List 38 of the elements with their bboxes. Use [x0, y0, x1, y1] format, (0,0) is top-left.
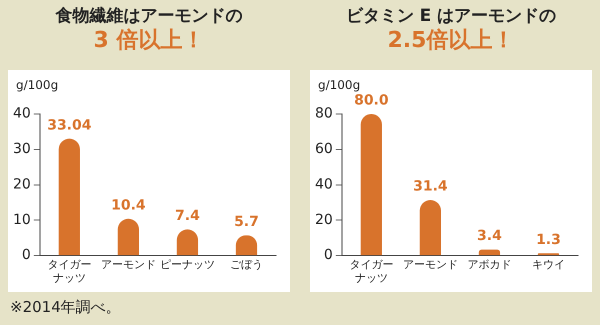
x-tick-label: タイガーナッツ	[349, 258, 394, 284]
y-axis-title: g/100g	[16, 78, 58, 92]
data-label: 7.4	[175, 208, 200, 224]
x-tick-label: アボカド	[467, 258, 512, 272]
bar	[58, 138, 80, 256]
x-tick-label: アーモンド	[402, 258, 458, 272]
x-tick-label: ごぼう	[230, 258, 263, 272]
x-tick-label: キウイ	[532, 258, 565, 272]
data-label: 10.4	[111, 197, 146, 214]
data-label: 33.04	[47, 117, 92, 134]
y-tick-label: 0	[324, 247, 333, 264]
data-label: 31.4	[413, 178, 448, 195]
y-tick-label: 30	[12, 141, 31, 158]
y-tick-label: 80	[314, 106, 333, 122]
chart-title: ビタミン E はアーモンドの	[344, 5, 558, 27]
chart-subtitle: 2.5倍以上！	[386, 27, 516, 55]
y-tick-label: 60	[314, 141, 333, 158]
y-tick-label: 20	[314, 212, 333, 228]
y-tick-label: 40	[314, 176, 333, 192]
y-tick-label: 0	[22, 247, 31, 264]
y-tick-label: 10	[12, 212, 31, 228]
x-tick-label: タイガーナッツ	[47, 258, 92, 284]
x-tick-label: ピーナッツ	[160, 258, 215, 272]
bar	[478, 250, 500, 256]
y-axis-title: g/100g	[318, 78, 360, 92]
data-label: 3.4	[477, 228, 502, 244]
chart-subtitle: 3 倍以上！	[92, 27, 206, 55]
text: ※2014年調べ。	[10, 298, 121, 316]
bar	[360, 114, 382, 256]
chart-title: 食物繊維はアーモンドの	[54, 5, 244, 27]
y-tick-label: 40	[12, 106, 31, 122]
data-label: 1.3	[536, 232, 561, 248]
bar	[420, 200, 442, 256]
y-tick-label: 20	[12, 176, 31, 192]
x-tick-label: アーモンド	[100, 258, 156, 272]
data-label: 5.7	[234, 214, 259, 230]
data-label: 80.0	[354, 92, 389, 109]
bar	[118, 218, 140, 256]
